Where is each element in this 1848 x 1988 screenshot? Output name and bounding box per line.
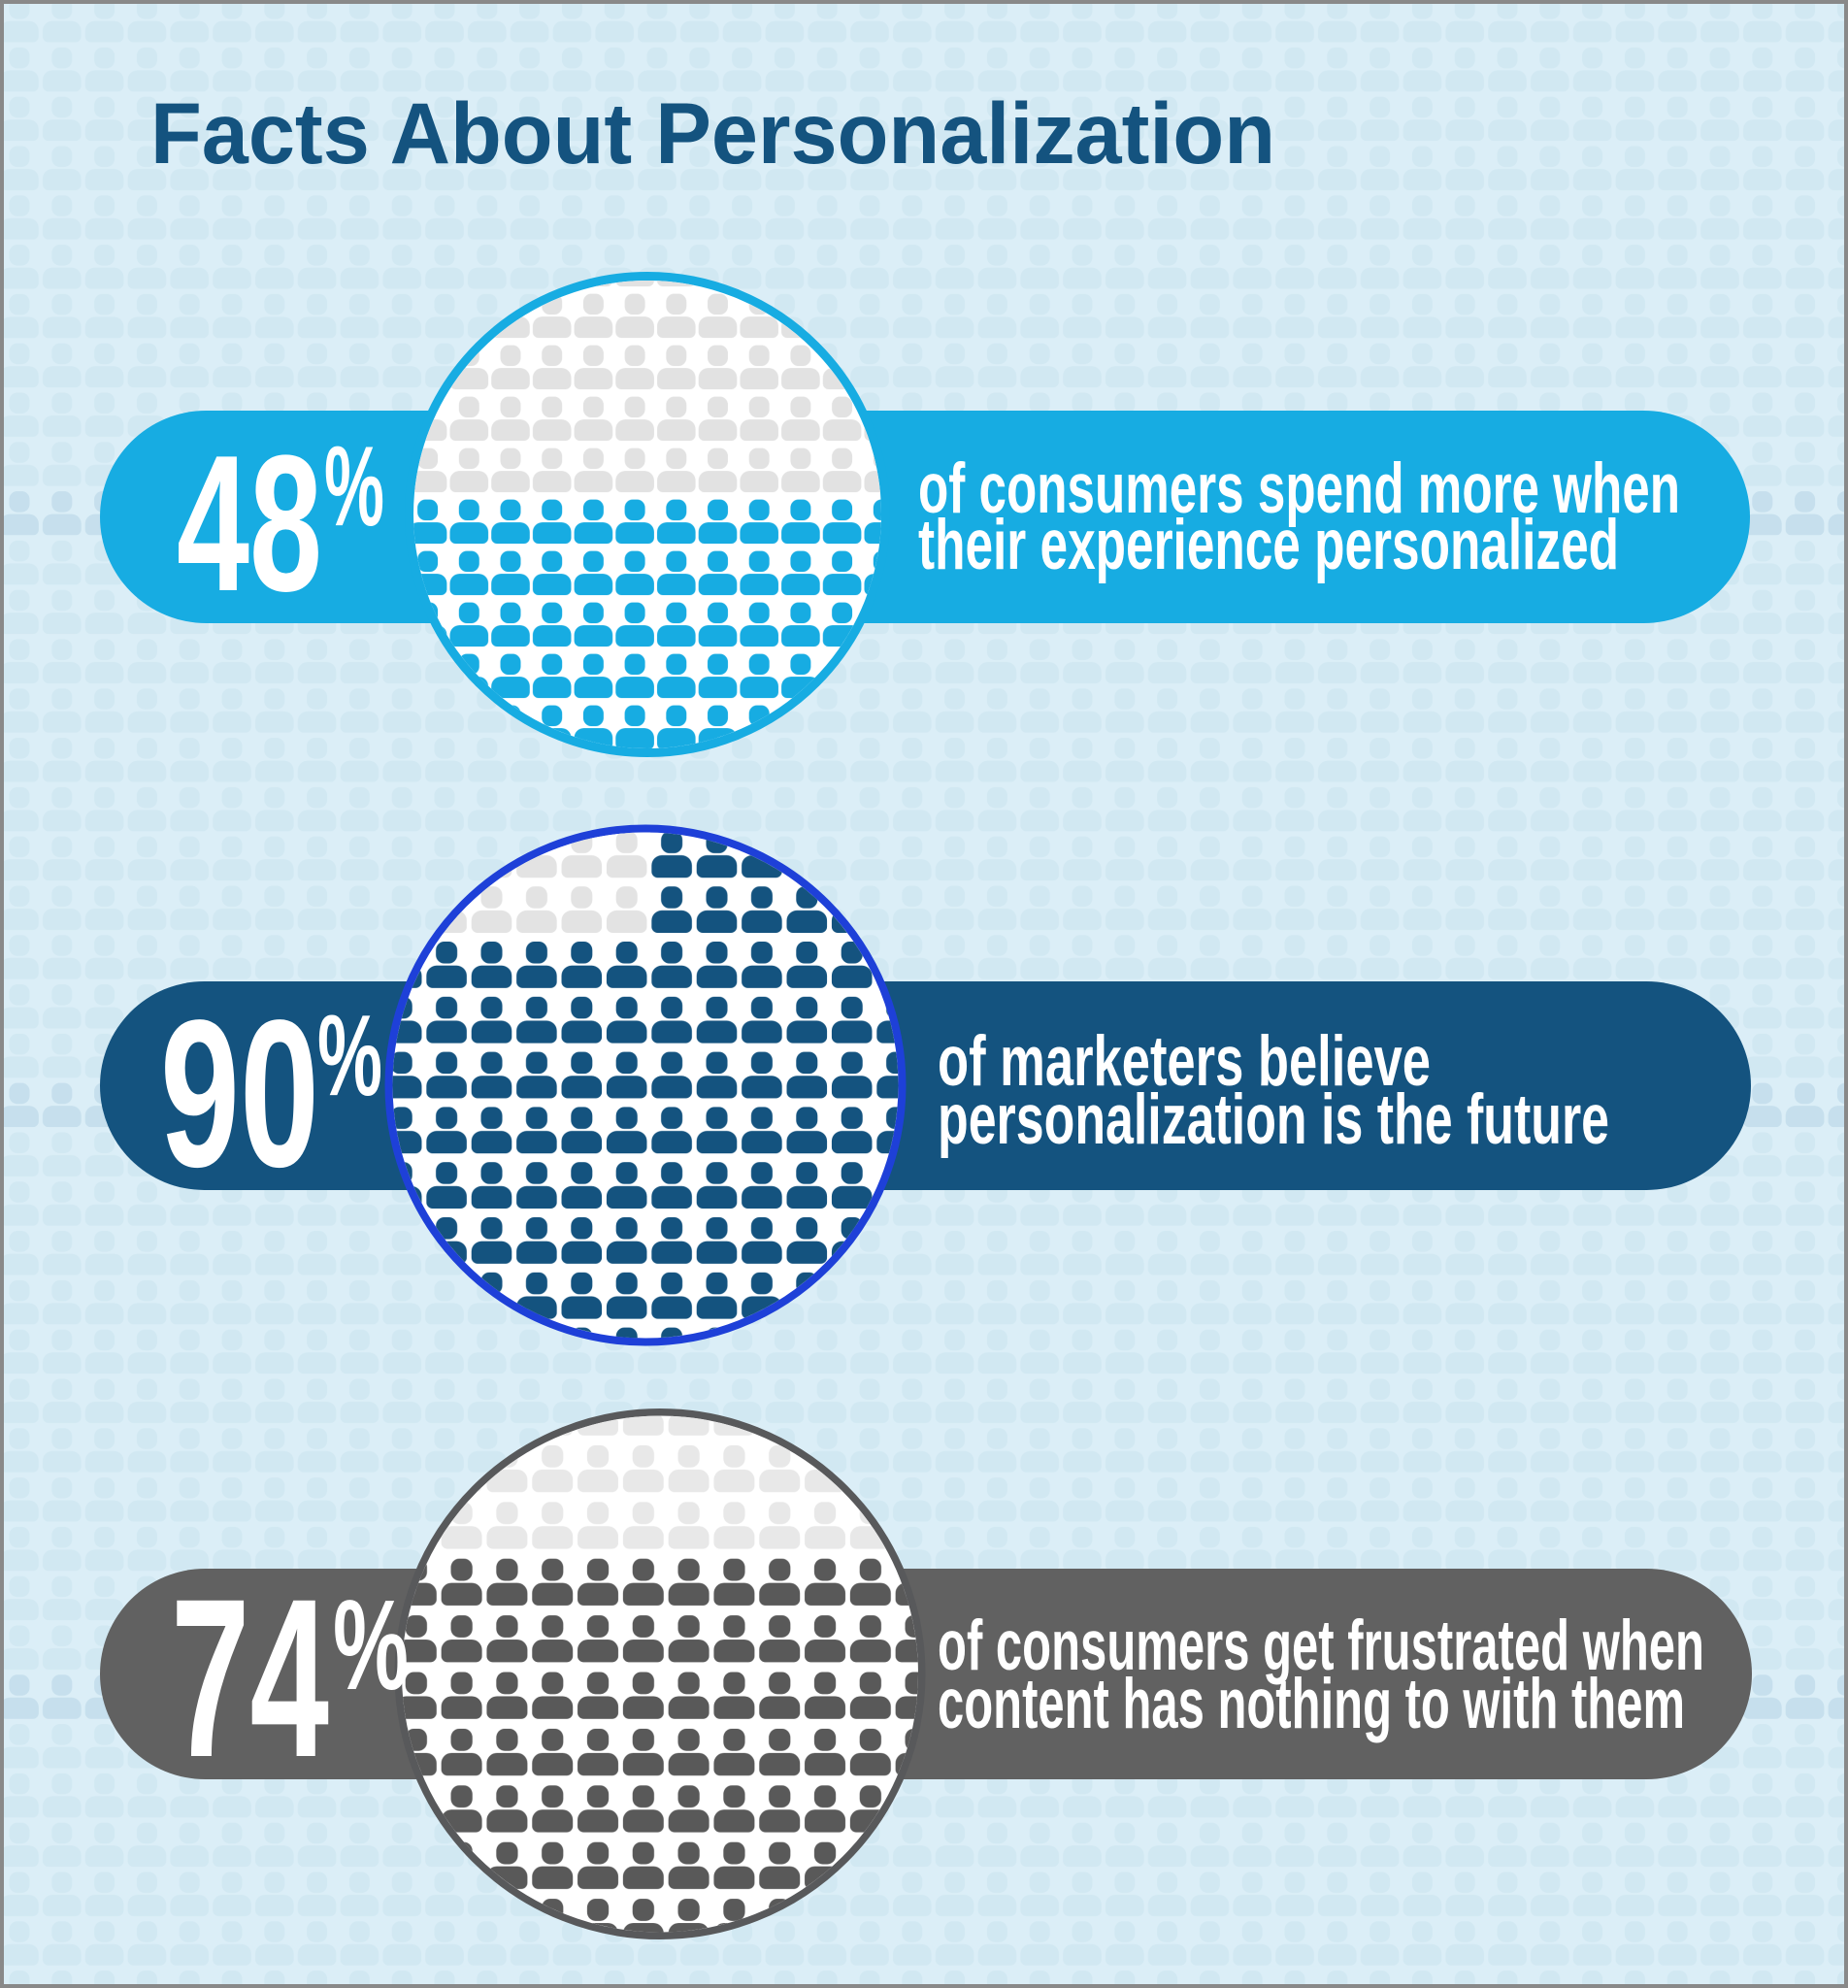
svg-text:their experience personalized: their experience personalized [918,506,1619,584]
svg-text:Facts About Personalization: Facts About Personalization [150,84,1275,182]
svg-text:%: % [317,991,382,1120]
svg-text:74: 74 [171,1552,329,1805]
svg-text:content has nothing to with th: content has nothing to with them [938,1665,1685,1743]
svg-text:of marketers believe: of marketers believe [938,1022,1431,1101]
svg-text:personalization is the future: personalization is the future [938,1080,1609,1159]
svg-text:of consumers get frustrated wh: of consumers get frustrated when [938,1607,1704,1685]
svg-text:90: 90 [160,976,319,1210]
svg-text:of consumers spend more when: of consumers spend more when [918,449,1680,528]
svg-text:48: 48 [177,415,322,632]
svg-text:%: % [324,422,384,549]
svg-text:%: % [333,1574,409,1716]
